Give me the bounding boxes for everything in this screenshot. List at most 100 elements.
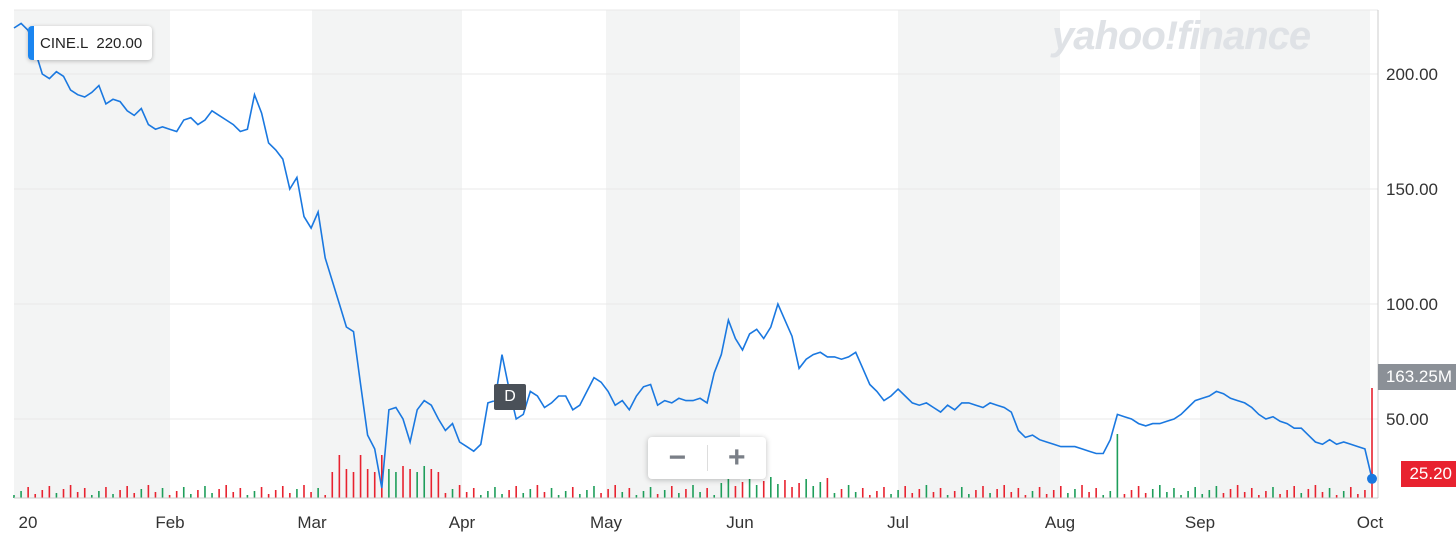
volume-bar [444,493,447,498]
volume-bar [1258,495,1260,498]
x-tick-label: Jun [726,513,753,532]
volume-bar [48,486,51,498]
volume-bar [1102,495,1105,498]
volume-bar [784,480,786,498]
zoom-out-button[interactable]: − [668,441,687,474]
x-axis: 20 Feb Mar Apr May Jun Jul Aug Sep Oct [19,513,1384,532]
volume-bar [536,485,539,498]
volume-bar [465,492,468,498]
volume-bar [755,485,758,498]
volume-bar [437,472,440,498]
volume-bar [635,495,638,498]
volume-bar [105,487,107,498]
dividend-marker[interactable]: D [494,384,526,410]
volume-bar [854,492,857,498]
volume-bar [557,495,560,498]
volume-bar [310,492,312,498]
volume-bar [303,485,305,498]
volume-bar [253,491,256,498]
volume-bar [770,477,772,498]
volume-bar [826,478,829,498]
volume-bar [1314,485,1317,498]
volume-bar [366,469,369,498]
volume-bar [289,493,291,498]
volume-bar [168,495,171,498]
volume-bar [182,487,185,498]
zoom-in-button[interactable]: + [727,441,746,474]
x-tick-label: Sep [1185,513,1215,532]
x-tick-label: Jul [887,513,909,532]
volume-bar [847,485,850,498]
volume-bar [232,492,235,498]
y-tick-label: 150.00 [1386,180,1438,199]
y-tick-label: 100.00 [1386,295,1438,314]
volume-bar [458,485,461,498]
volume-bar [409,469,411,498]
volume-bar [890,494,892,498]
volume-bar [656,494,659,498]
volume-bar [27,487,29,498]
volume-bar [133,493,136,498]
month-shade-band [1200,10,1370,498]
volume-bar [1364,490,1366,498]
volume-bar [317,488,319,498]
last-price-point [1367,473,1377,484]
volume-bar [685,489,687,498]
price-line [13,22,1373,489]
volume-bar [112,494,114,498]
volume-bar [147,485,150,498]
volume-bar [1173,488,1175,498]
volume-bar [430,469,433,498]
volume-bar [1187,491,1189,498]
volume-bar [487,491,489,498]
volume-bar [239,488,242,498]
volume-bar [98,491,100,498]
zoom-controls: − + [648,437,766,479]
volume-bar [720,483,723,498]
volume-bar [1371,388,1373,498]
volume-bar [1236,485,1239,498]
volume-bar [833,493,836,498]
volume-bar [1151,489,1154,498]
volume-bar [543,492,546,498]
month-shading [14,10,1370,498]
volume-bar [380,455,383,498]
volume-bar [345,469,348,498]
volume-bar [1215,486,1218,498]
volume-bar [791,487,793,498]
volume-bar [571,487,574,498]
volume-bar [1300,493,1303,498]
volume-bar [373,472,376,498]
x-tick-label: Apr [449,513,476,532]
volume-bar [670,486,673,498]
volume-bar [501,494,503,498]
volume-bar [1229,489,1232,498]
volume-bar [904,486,906,498]
volume-bar [296,489,298,498]
volume-bar [550,488,553,498]
volume-bar [1095,488,1097,498]
month-shade-band [14,10,170,498]
volume-bar [649,487,652,498]
x-tick-label: Aug [1045,513,1075,532]
volume-bar [388,469,390,498]
volume-bar [1067,493,1069,498]
volume-bar [663,490,666,498]
volume-bar [1286,490,1288,498]
symbol-tooltip: CINE.L 220.00 [28,26,153,60]
volume-bar [960,487,963,498]
volume-bar [989,493,991,498]
volume-bar [197,490,199,498]
month-shade-band [898,10,1060,498]
volume-bar [1357,494,1359,498]
volume-bar [1010,492,1013,498]
volume-bar [777,484,779,498]
volume-bar [1166,492,1168,498]
volume-bar [734,486,737,498]
x-tick-label: Mar [297,513,327,532]
volume-bar [1194,487,1196,498]
volume-bar [876,491,878,498]
volume-bar [331,472,334,498]
volume-bar [564,491,567,498]
volume-bar [62,489,65,498]
